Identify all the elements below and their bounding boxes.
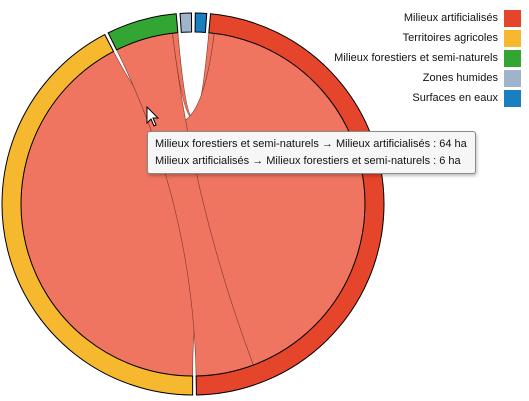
legend-item-milieux-artificialises[interactable]: Milieux artificialisés: [334, 8, 521, 28]
legend-label: Surfaces en eaux: [412, 92, 498, 104]
legend-swatch: [504, 29, 521, 47]
group-arc-surfaces-en-eaux[interactable]: [194, 12, 208, 33]
legend-item-surfaces-en-eaux[interactable]: Surfaces en eaux: [334, 88, 521, 108]
group-arc-milieux-artificialises[interactable]: [195, 13, 385, 396]
legend: Milieux artificialisés Territoires agric…: [334, 8, 521, 108]
legend-label: Milieux forestiers et semi-naturels: [334, 52, 498, 64]
legend-label: Territoires agricoles: [402, 32, 498, 44]
ribbons: [20, 32, 366, 377]
tooltip: Milieux forestiers et semi-naturels → Mi…: [147, 131, 476, 174]
group-arc-milieux-forestiers-et-semi-naturels[interactable]: [107, 13, 179, 51]
legend-item-territoires-agricoles[interactable]: Territoires agricoles: [334, 28, 521, 48]
group-arc-zones-humides[interactable]: [179, 12, 193, 33]
tooltip-line-2: Milieux artificialisés → Milieux foresti…: [155, 155, 461, 167]
legend-swatch: [504, 89, 521, 107]
legend-swatch: [504, 69, 521, 87]
legend-item-zones-humides[interactable]: Zones humides: [334, 68, 521, 88]
group-arc-territoires-agricoles[interactable]: [1, 33, 194, 396]
tooltip-line-1: Milieux forestiers et semi-naturels → Mi…: [155, 138, 467, 150]
legend-item-milieux-forestiers[interactable]: Milieux forestiers et semi-naturels: [334, 48, 521, 68]
legend-swatch: [504, 49, 521, 67]
legend-label: Milieux artificialisés: [403, 12, 498, 24]
mouse-cursor-icon: [146, 106, 160, 127]
group-arcs: [1, 12, 385, 396]
legend-label: Zones humides: [422, 72, 498, 84]
legend-swatch: [504, 9, 521, 27]
